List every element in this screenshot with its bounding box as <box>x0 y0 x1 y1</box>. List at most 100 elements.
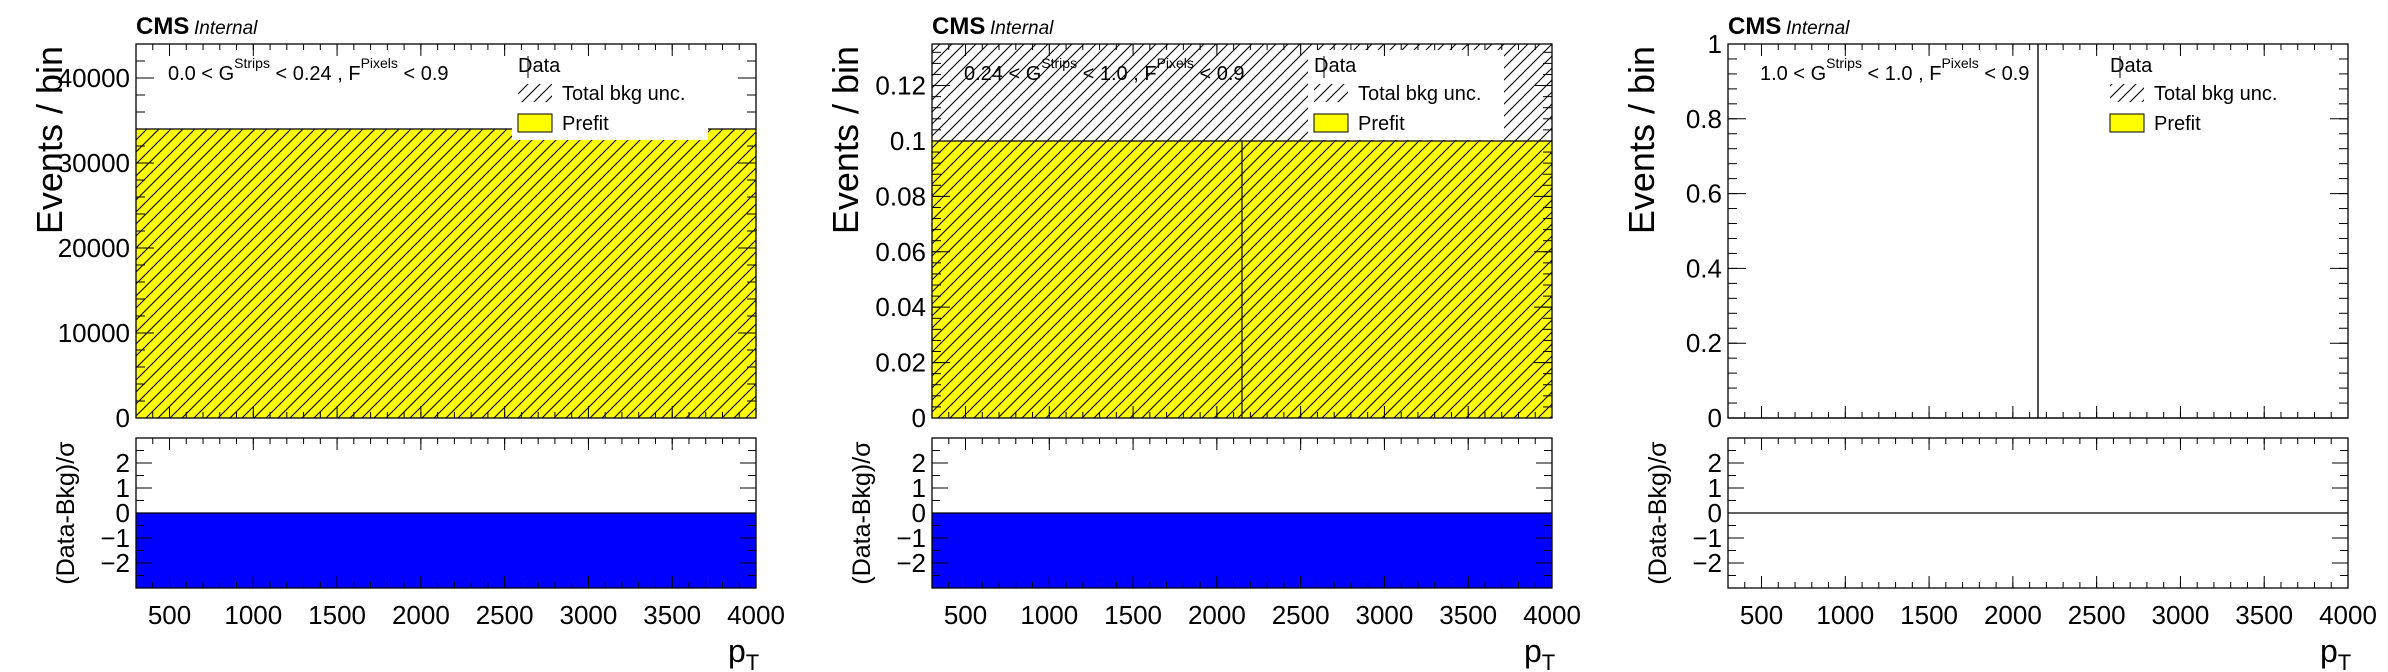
x-tick-label: 3500 <box>1439 600 1497 630</box>
x-axis-title-main: p <box>2320 633 2338 669</box>
main-frame <box>931 43 1553 419</box>
selection-label-f-sup: Pixels <box>1157 55 1194 71</box>
legend-prefit-swatch <box>517 113 553 133</box>
y-axis-title: Events / bin <box>825 46 866 234</box>
ratio-y-tick-label: −1 <box>896 523 926 553</box>
internal-label: Internal <box>194 18 258 39</box>
x-tick-label: 1500 <box>1104 600 1162 630</box>
y-axis-title: Events / bin <box>1621 46 1662 234</box>
legend-unc-label: Total bkg unc. <box>562 83 685 105</box>
y-tick-label: 0.2 <box>1686 328 1722 358</box>
x-axis-title-sub: T <box>2338 650 2351 672</box>
x-tick-label: 4000 <box>727 600 785 630</box>
x-tick-label: 4000 <box>1523 600 1581 630</box>
internal-label: Internal <box>990 18 1054 39</box>
ratio-y-tick-label: 0 <box>912 498 926 528</box>
x-axis-title-main: p <box>1524 633 1542 669</box>
x-tick-label: 500 <box>1740 600 1783 630</box>
y-tick-label: 0.6 <box>1686 179 1722 209</box>
x-axis-title: pT <box>728 633 759 672</box>
ratio-y-tick-label: −1 <box>1692 523 1722 553</box>
y-axis-title: Events / bin <box>29 46 70 234</box>
ratio-y-tick-label: 0 <box>1708 498 1722 528</box>
ratio-y-tick-label: 1 <box>912 473 926 503</box>
selection-label-f-sup: Pixels <box>361 55 398 71</box>
y-tick-label: 10000 <box>58 318 130 348</box>
x-tick-label: 500 <box>148 600 191 630</box>
y-tick-label: 20000 <box>58 233 130 263</box>
legend-prefit-swatch <box>1313 113 1349 133</box>
x-tick-label: 3000 <box>560 600 618 630</box>
legend-unc-label: Total bkg unc. <box>2154 83 2277 105</box>
x-axis-title-sub: T <box>746 650 759 672</box>
selection-label-g-sup: Strips <box>1041 55 1077 71</box>
x-tick-label: 3000 <box>2152 600 2210 630</box>
x-tick-label: 2500 <box>476 600 534 630</box>
y-tick-label: 1 <box>1708 29 1722 59</box>
x-tick-label: 3000 <box>1356 600 1414 630</box>
ratio-bar <box>932 513 1242 588</box>
legend-prefit-label: Prefit <box>562 113 609 135</box>
ratio-y-tick-label: 0 <box>116 498 130 528</box>
main-frame <box>1727 43 2349 419</box>
cms-label: CMS <box>1728 13 1781 40</box>
x-axis-title: pT <box>1524 633 1555 672</box>
x-tick-label: 1500 <box>308 600 366 630</box>
legend-prefit-label: Prefit <box>1358 113 1405 135</box>
selection-label-f-range-hi: < 0.9 <box>398 63 449 85</box>
legend-unc-swatch <box>518 84 552 102</box>
ratio-bar <box>1242 513 1552 588</box>
legend-unc-swatch <box>2110 84 2144 102</box>
legend-prefit-label: Prefit <box>2154 113 2201 135</box>
ratio-bar <box>136 513 756 588</box>
y-tick-label: 0.4 <box>1686 253 1722 283</box>
bkg-unc-band <box>932 44 1242 418</box>
y-tick-label: 0.04 <box>875 292 926 322</box>
x-tick-label: 2000 <box>1984 600 2042 630</box>
selection-label-f-range-hi: < 0.9 <box>1979 63 2030 85</box>
selection-label-g-range-hi: < 1.0 , F <box>1862 63 1941 85</box>
x-tick-label: 500 <box>944 600 987 630</box>
x-tick-label: 1000 <box>1020 600 1078 630</box>
x-tick-label: 3500 <box>2235 600 2293 630</box>
selection-label-g-range-lo: 1.0 < G <box>1760 63 1826 85</box>
y-tick-label: 0.08 <box>875 181 926 211</box>
y-tick-label: 0.12 <box>875 71 926 101</box>
selection-label-g-sup: Strips <box>234 55 270 71</box>
y-tick-label: 0.02 <box>875 348 926 378</box>
x-tick-label: 2500 <box>2068 600 2126 630</box>
selection-label-f-range-hi: < 0.9 <box>1194 63 1245 85</box>
x-tick-label: 2500 <box>1272 600 1330 630</box>
y-tick-label: 0 <box>1708 403 1722 433</box>
y-tick-label: 0.8 <box>1686 104 1722 134</box>
legend-prefit-swatch <box>2109 113 2145 133</box>
y-tick-label: 0.1 <box>890 126 926 156</box>
legend-data-label: Data <box>518 55 561 77</box>
x-tick-label: 1000 <box>224 600 282 630</box>
y-tick-label: 0 <box>116 403 130 433</box>
selection-label-g-range-lo: 0.0 < G <box>168 63 234 85</box>
ratio-y-tick-label: 1 <box>116 473 130 503</box>
selection-label-g-range-hi: < 0.24 , F <box>270 63 361 85</box>
y-tick-label: 0.06 <box>875 237 926 267</box>
selection-label: 1.0 < GStrips < 1.0 , FPixels < 0.9 <box>1760 55 2029 85</box>
cms-label: CMS <box>932 13 985 40</box>
y-tick-label: 0 <box>912 403 926 433</box>
ratio-y-tick-label: 2 <box>1708 448 1722 478</box>
legend-data-label: Data <box>1314 55 1357 77</box>
ratio-y-axis-title: (Data-Bkg)/σ <box>1644 441 1672 585</box>
legend-data-label: Data <box>2110 55 2153 77</box>
x-axis-title-main: p <box>728 633 746 669</box>
x-tick-label: 3500 <box>643 600 701 630</box>
ratio-y-tick-label: 2 <box>912 448 926 478</box>
selection-label: 0.24 < GStrips < 1.0 , FPixels < 0.9 <box>964 55 1245 85</box>
ratio-y-tick-label: −2 <box>1692 548 1722 578</box>
y-tick-label: 40000 <box>58 63 130 93</box>
internal-label: Internal <box>1786 18 1850 39</box>
selection-label-g-range-hi: < 1.0 , F <box>1077 63 1156 85</box>
cms-label: CMS <box>136 13 189 40</box>
